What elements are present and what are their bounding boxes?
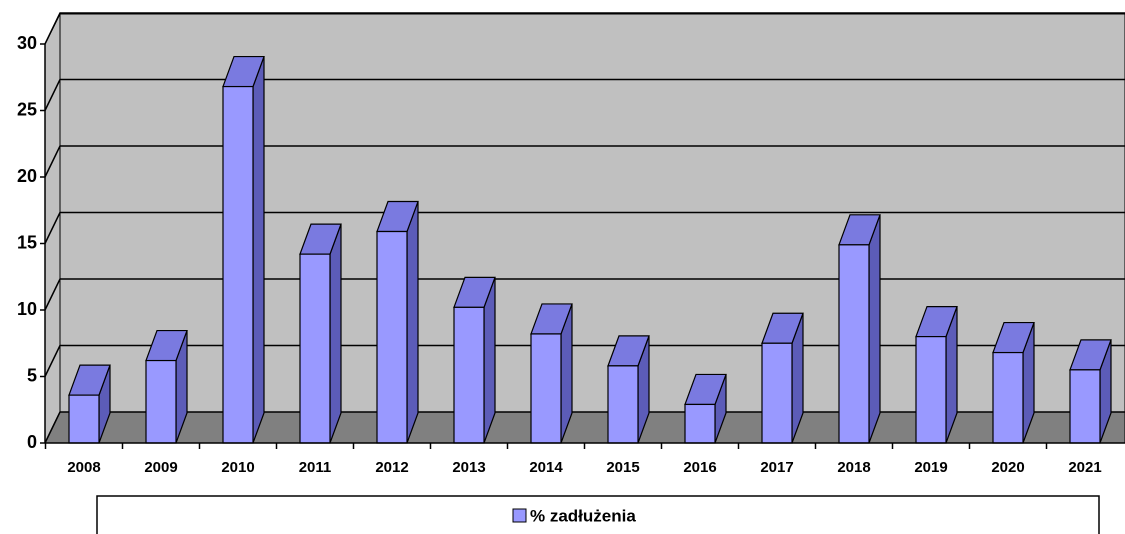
bar bbox=[992, 351, 1024, 444]
bar bbox=[530, 333, 562, 444]
bar bbox=[761, 342, 793, 444]
bar bbox=[1069, 369, 1101, 444]
bar bbox=[915, 336, 947, 444]
bar-side bbox=[868, 214, 881, 444]
bar-side bbox=[252, 56, 265, 444]
legend: % zadłużenia bbox=[512, 506, 636, 525]
bar bbox=[145, 359, 177, 444]
x-tick-label: 2013 bbox=[452, 459, 485, 476]
x-tick-label: 2012 bbox=[375, 459, 408, 476]
floor bbox=[44, 411, 1125, 444]
y-tick-label: 10 bbox=[17, 299, 37, 319]
x-tick-label: 2016 bbox=[683, 459, 716, 476]
axes: 0 5 10 15 20 25 30 2008 2009 2010 2011 2012 2013 2014… bbox=[17, 33, 1125, 476]
bars bbox=[68, 55, 1112, 444]
grid-line bbox=[44, 12, 1125, 45]
grid bbox=[44, 12, 1125, 444]
y-tick-label: 25 bbox=[17, 99, 37, 119]
bar bbox=[453, 306, 485, 444]
x-tick-label: 2018 bbox=[837, 459, 870, 476]
x-tick-label: 2020 bbox=[991, 459, 1024, 476]
bar bbox=[376, 230, 408, 444]
x-tick-label: 2010 bbox=[221, 459, 254, 476]
legend-swatch bbox=[512, 508, 527, 523]
x-tick-label: 2015 bbox=[606, 459, 639, 476]
x-tick-label: 2019 bbox=[914, 459, 947, 476]
x-tick-label: 2011 bbox=[299, 459, 332, 476]
y-tick-label: 30 bbox=[17, 33, 37, 53]
bar bbox=[838, 244, 870, 444]
legend-box bbox=[96, 495, 1100, 534]
bar bbox=[222, 85, 254, 444]
x-tick-label: 2021 bbox=[1068, 459, 1101, 476]
y-tick-label: 0 bbox=[27, 432, 37, 452]
grid-line bbox=[44, 145, 1125, 178]
x-tick-label: 2009 bbox=[144, 459, 177, 476]
x-tick-label: 2008 bbox=[67, 459, 100, 476]
x-tick-label: 2014 bbox=[529, 459, 563, 476]
legend-label: % zadłużenia bbox=[530, 506, 636, 525]
bar bbox=[299, 253, 331, 444]
y-tick-label: 20 bbox=[17, 166, 37, 186]
grid-line bbox=[44, 78, 1125, 111]
grid-line bbox=[44, 211, 1125, 244]
grid-line bbox=[44, 278, 1125, 311]
bar-side bbox=[406, 201, 419, 444]
bar-side bbox=[329, 223, 342, 444]
y-tick-label: 5 bbox=[27, 365, 37, 385]
bar bbox=[607, 365, 639, 444]
bar bbox=[684, 403, 716, 444]
x-tick-label: 2017 bbox=[760, 459, 793, 476]
bar bbox=[68, 394, 100, 444]
y-tick-label: 15 bbox=[17, 232, 37, 252]
